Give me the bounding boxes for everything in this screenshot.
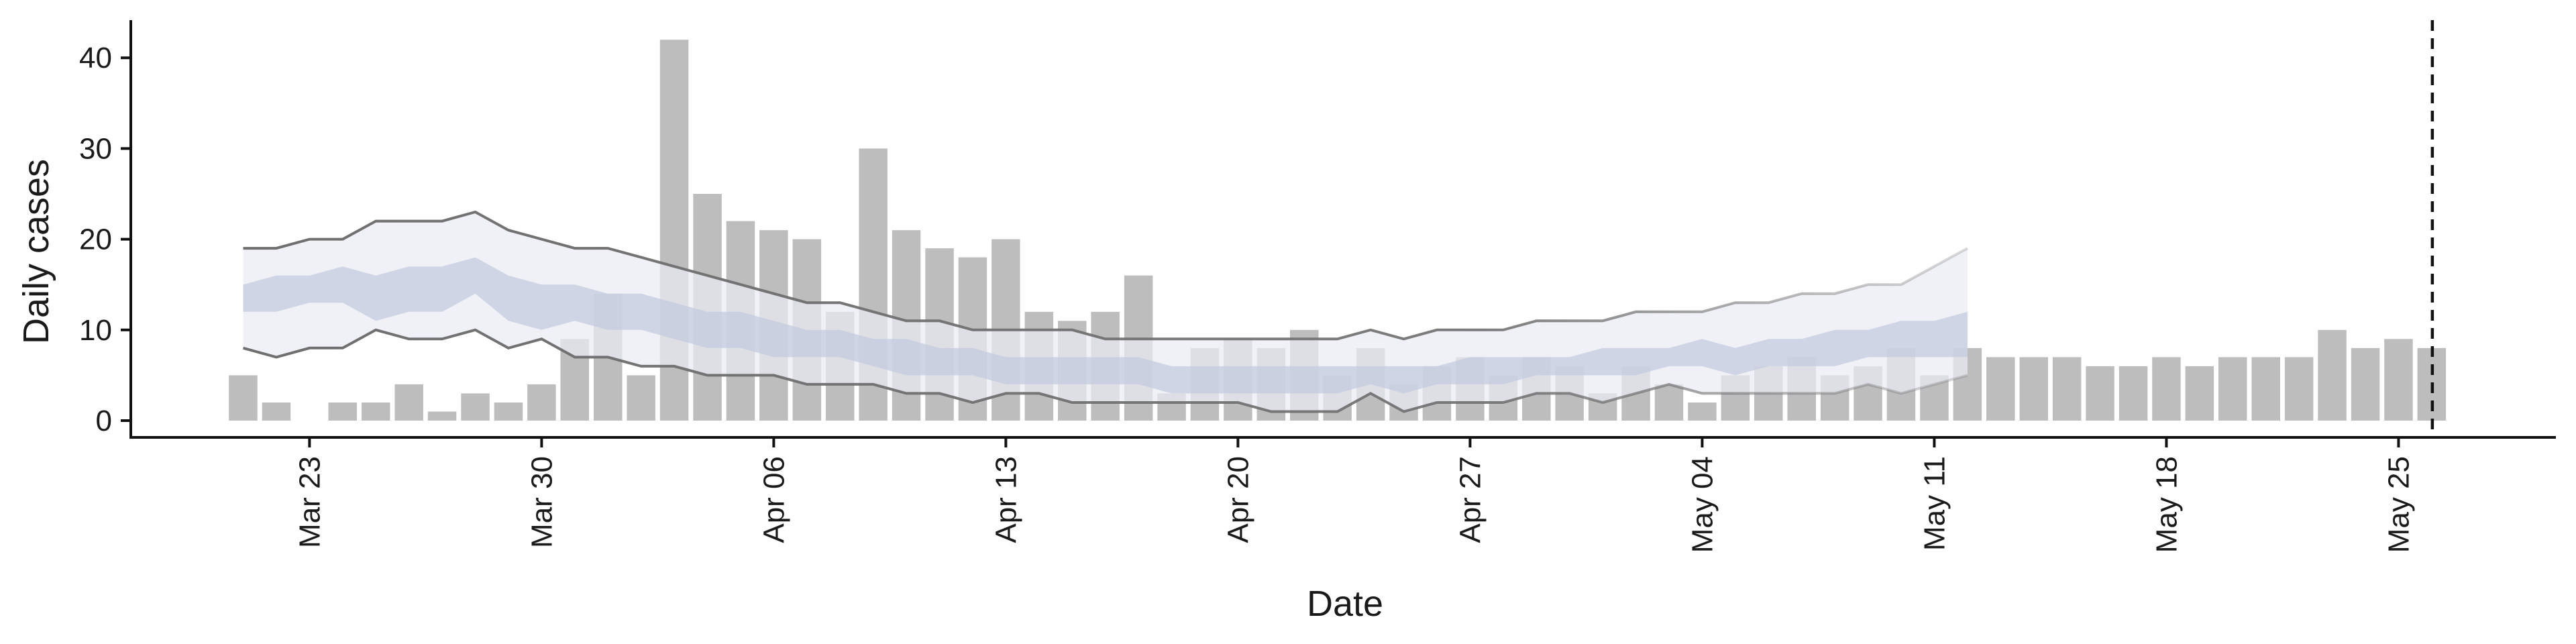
case-bar-57 xyxy=(2118,366,2148,421)
y-tick-label-20: 20 xyxy=(79,223,112,256)
case-bar-44 xyxy=(1688,402,1717,421)
case-bar-1 xyxy=(262,402,291,421)
x-tick-label-Apr-06: Apr 06 xyxy=(757,456,790,543)
y-tick-label-40: 40 xyxy=(79,42,112,74)
x-tick-label-Mar-30: Mar 30 xyxy=(525,456,558,548)
x-tick-label-May-25: May 25 xyxy=(2382,456,2415,553)
x-axis-ticks: Mar 23 Mar 30 Apr 06 Apr 13 Apr 20 Apr 27 May … xyxy=(293,437,2415,553)
axes xyxy=(129,20,2556,439)
estimate-bound-lines xyxy=(242,210,1968,413)
y-axis-title: Daily cases xyxy=(16,159,56,344)
case-bar-4 xyxy=(362,402,390,421)
case-bar-43 xyxy=(1654,384,1684,421)
lower-bound-line xyxy=(242,328,1968,413)
case-bar-59 xyxy=(2185,366,2214,421)
x-tick-label-Apr-20: Apr 20 xyxy=(1222,456,1254,543)
case-bar-3 xyxy=(328,402,357,421)
y-tick-label-0: 0 xyxy=(96,405,112,437)
case-bar-5 xyxy=(394,384,423,421)
case-bar-53 xyxy=(1986,357,2015,421)
case-bar-63 xyxy=(2318,329,2347,421)
case-bar-8 xyxy=(494,402,523,421)
case-bar-6 xyxy=(427,411,457,421)
inner-band xyxy=(243,257,1968,394)
x-tick-label-May-04: May 04 xyxy=(1686,456,1719,553)
case-bar-58 xyxy=(2152,357,2181,421)
x-tick-label-Apr-27: Apr 27 xyxy=(1454,456,1487,543)
case-bar-54 xyxy=(2019,357,2048,421)
case-bar-61 xyxy=(2251,357,2280,421)
case-bar-55 xyxy=(2052,357,2082,421)
case-bar-7 xyxy=(461,393,490,421)
x-axis-title: Date xyxy=(1307,584,1383,624)
case-bar-64 xyxy=(2351,347,2380,421)
x-tick-label-Apr-13: Apr 13 xyxy=(989,456,1022,543)
case-bar-56 xyxy=(2086,366,2114,421)
case-bar-12 xyxy=(627,375,655,421)
y-axis-ticks: 0 10 20 30 40 xyxy=(79,42,131,437)
case-bar-0 xyxy=(229,375,258,421)
x-tick-label-May-11: May 11 xyxy=(1918,456,1951,551)
x-tick-label-Mar-23: Mar 23 xyxy=(293,456,326,548)
y-tick-label-30: 30 xyxy=(79,132,112,165)
case-bar-65 xyxy=(2384,339,2413,421)
case-bar-60 xyxy=(2218,357,2247,421)
estimate-bands xyxy=(243,212,1968,412)
x-tick-label-May-18: May 18 xyxy=(2150,456,2183,553)
upper-bound-line xyxy=(243,210,1968,341)
case-bar-9 xyxy=(527,384,556,421)
y-tick-label-10: 10 xyxy=(79,314,112,347)
case-bar-62 xyxy=(2284,357,2314,421)
